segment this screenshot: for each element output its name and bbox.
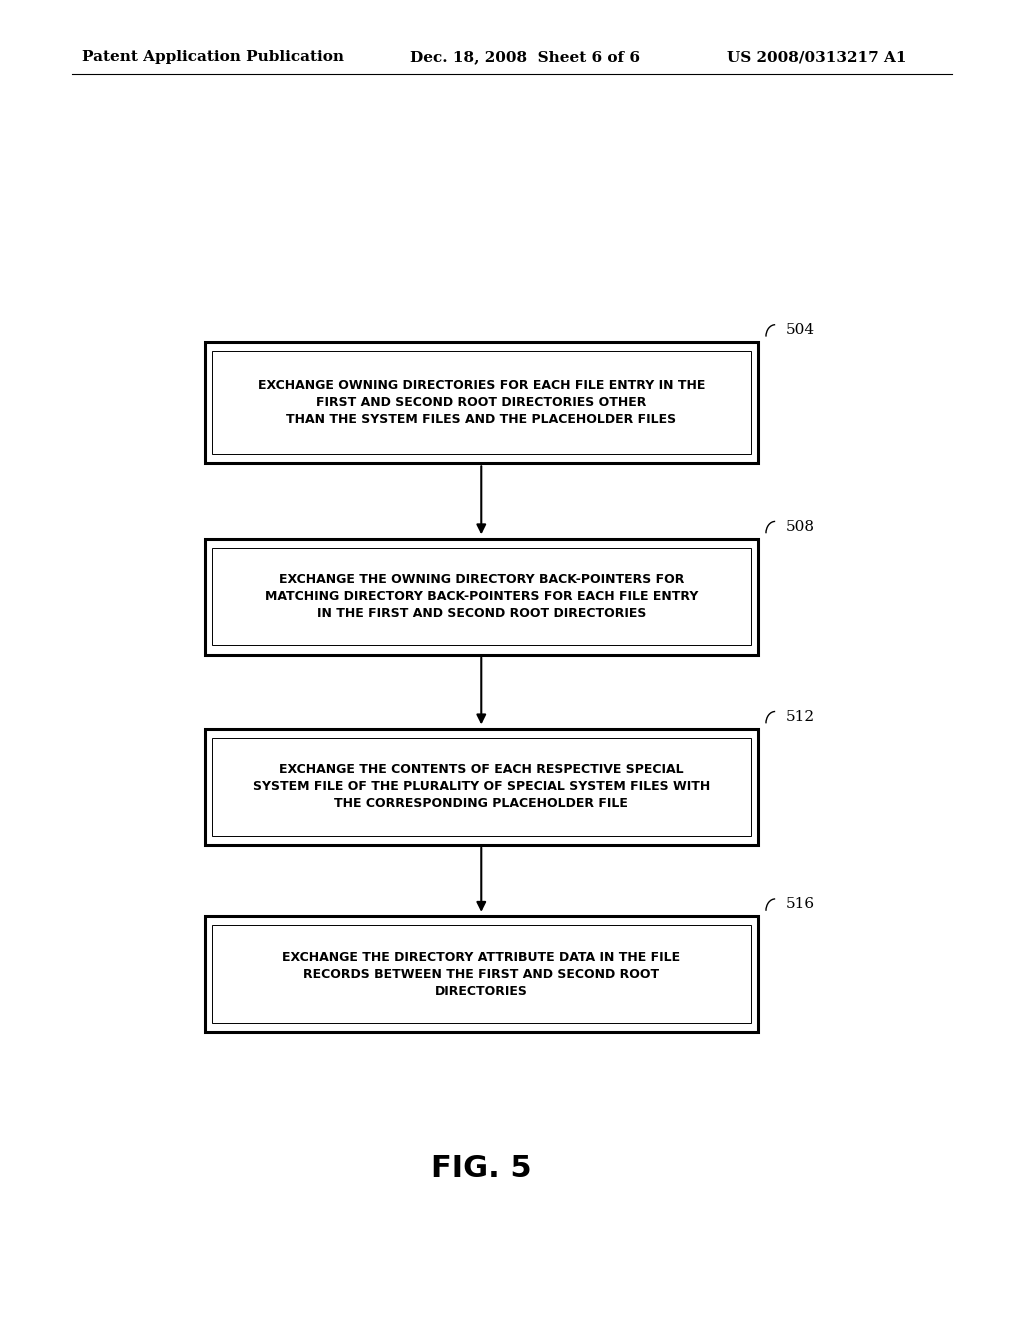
Bar [212, 351, 751, 454]
Text: 508: 508 [785, 520, 814, 533]
Text: EXCHANGE THE OWNING DIRECTORY BACK-POINTERS FOR
MATCHING DIRECTORY BACK-POINTERS: EXCHANGE THE OWNING DIRECTORY BACK-POINT… [264, 573, 698, 620]
Bar [205, 729, 758, 845]
Text: Dec. 18, 2008  Sheet 6 of 6: Dec. 18, 2008 Sheet 6 of 6 [410, 50, 640, 65]
Text: 512: 512 [785, 710, 814, 723]
Text: 516: 516 [785, 898, 814, 911]
Text: EXCHANGE THE DIRECTORY ATTRIBUTE DATA IN THE FILE
RECORDS BETWEEN THE FIRST AND : EXCHANGE THE DIRECTORY ATTRIBUTE DATA IN… [283, 950, 680, 998]
Text: Patent Application Publication: Patent Application Publication [82, 50, 344, 65]
Bar [205, 916, 758, 1032]
Text: US 2008/0313217 A1: US 2008/0313217 A1 [727, 50, 906, 65]
Text: EXCHANGE THE CONTENTS OF EACH RESPECTIVE SPECIAL
SYSTEM FILE OF THE PLURALITY OF: EXCHANGE THE CONTENTS OF EACH RESPECTIVE… [253, 763, 710, 810]
Text: FIG. 5: FIG. 5 [431, 1154, 531, 1183]
Bar [212, 738, 751, 836]
Bar [212, 925, 751, 1023]
Text: EXCHANGE OWNING DIRECTORIES FOR EACH FILE ENTRY IN THE
FIRST AND SECOND ROOT DIR: EXCHANGE OWNING DIRECTORIES FOR EACH FIL… [258, 379, 705, 426]
Bar [212, 548, 751, 645]
Text: 504: 504 [785, 323, 814, 337]
Bar [205, 539, 758, 655]
Bar [205, 342, 758, 463]
